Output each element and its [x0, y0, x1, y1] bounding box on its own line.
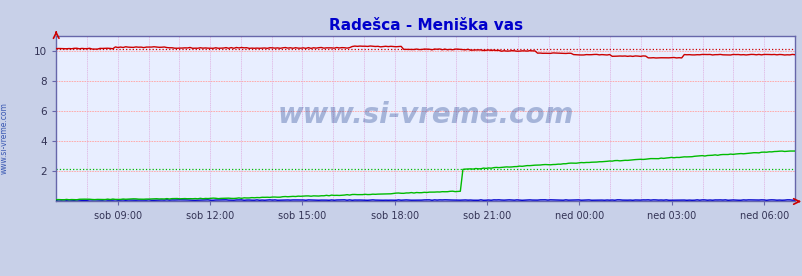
Text: www.si-vreme.com: www.si-vreme.com — [277, 101, 573, 129]
Title: Radešca - Meniška vas: Radešca - Meniška vas — [328, 18, 522, 33]
Text: www.si-vreme.com: www.si-vreme.com — [0, 102, 9, 174]
